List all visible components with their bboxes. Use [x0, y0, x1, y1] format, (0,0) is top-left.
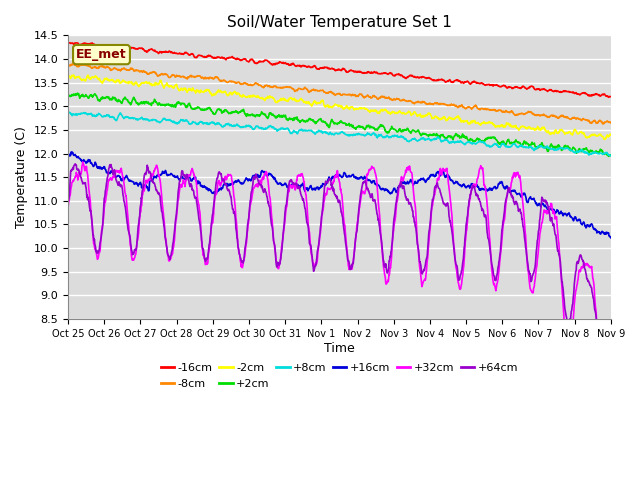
Line: +32cm: +32cm	[68, 162, 611, 403]
+8cm	[64, 109, 72, 115]
+2cm	[172, 102, 180, 108]
-16cm	[64, 39, 72, 45]
Line: -16cm: -16cm	[68, 42, 611, 97]
-16cm	[607, 94, 614, 99]
+16cm	[424, 175, 432, 181]
+8cm	[424, 136, 432, 142]
-2cm	[424, 110, 432, 116]
-8cm	[70, 61, 77, 67]
+8cm	[495, 144, 502, 150]
+32cm	[186, 172, 193, 178]
Legend: -16cm, -8cm, -2cm, +2cm, +8cm, +16cm, +32cm, +64cm: -16cm, -8cm, -2cm, +2cm, +8cm, +16cm, +3…	[157, 359, 522, 393]
+16cm	[172, 174, 180, 180]
+64cm	[495, 259, 502, 265]
-2cm	[64, 72, 72, 78]
Line: +8cm: +8cm	[68, 112, 611, 156]
-8cm	[543, 114, 550, 120]
-8cm	[607, 120, 614, 126]
+32cm	[424, 252, 432, 258]
-16cm	[495, 83, 502, 89]
+64cm	[543, 199, 550, 205]
-2cm	[172, 82, 180, 88]
+16cm	[543, 205, 550, 211]
+2cm	[186, 101, 193, 107]
+32cm	[246, 204, 253, 209]
-2cm	[543, 129, 550, 135]
Text: EE_met: EE_met	[76, 48, 127, 61]
+2cm	[543, 145, 550, 151]
Line: +16cm: +16cm	[68, 152, 611, 238]
+32cm	[172, 217, 180, 223]
-8cm	[186, 74, 193, 80]
+16cm	[68, 149, 76, 155]
+2cm	[605, 154, 612, 159]
+64cm	[64, 199, 72, 205]
+2cm	[64, 91, 72, 97]
+8cm	[172, 120, 180, 126]
-2cm	[246, 95, 253, 100]
-2cm	[70, 72, 77, 78]
-16cm	[543, 88, 550, 94]
+16cm	[64, 150, 72, 156]
-2cm	[607, 132, 614, 138]
-2cm	[186, 86, 193, 92]
+32cm	[495, 269, 502, 275]
-16cm	[185, 52, 193, 58]
Line: +2cm: +2cm	[68, 93, 611, 156]
X-axis label: Time: Time	[324, 342, 355, 355]
Line: -2cm: -2cm	[68, 75, 611, 139]
Line: +64cm: +64cm	[68, 164, 611, 378]
+32cm	[79, 159, 86, 165]
+64cm	[600, 375, 607, 381]
+64cm	[424, 244, 432, 250]
+16cm	[246, 177, 253, 183]
+8cm	[246, 123, 253, 129]
+8cm	[186, 121, 193, 127]
+64cm	[186, 180, 193, 186]
-2cm	[495, 123, 502, 129]
-16cm	[605, 95, 612, 100]
+2cm	[495, 140, 502, 145]
Title: Soil/Water Temperature Set 1: Soil/Water Temperature Set 1	[227, 15, 452, 30]
+8cm	[543, 144, 550, 149]
-8cm	[246, 82, 253, 88]
Y-axis label: Temperature (C): Temperature (C)	[15, 126, 28, 228]
-16cm	[424, 75, 431, 81]
-8cm	[64, 62, 72, 68]
+2cm	[74, 90, 81, 96]
+64cm	[71, 161, 79, 167]
-8cm	[599, 121, 607, 127]
-8cm	[495, 107, 502, 113]
Line: -8cm: -8cm	[68, 64, 611, 124]
+16cm	[495, 181, 502, 187]
+32cm	[607, 358, 614, 363]
+2cm	[246, 113, 253, 119]
-16cm	[246, 59, 253, 64]
+2cm	[424, 133, 432, 139]
+32cm	[64, 205, 72, 211]
-8cm	[424, 101, 432, 107]
+16cm	[186, 173, 193, 179]
-16cm	[172, 50, 179, 56]
+64cm	[607, 340, 614, 346]
-2cm	[600, 136, 608, 142]
+8cm	[65, 109, 72, 115]
+64cm	[172, 215, 180, 220]
+32cm	[543, 211, 550, 216]
+32cm	[602, 400, 610, 406]
+16cm	[607, 235, 614, 240]
+64cm	[246, 202, 253, 208]
+8cm	[607, 153, 614, 158]
-8cm	[172, 74, 180, 80]
+2cm	[607, 153, 614, 158]
